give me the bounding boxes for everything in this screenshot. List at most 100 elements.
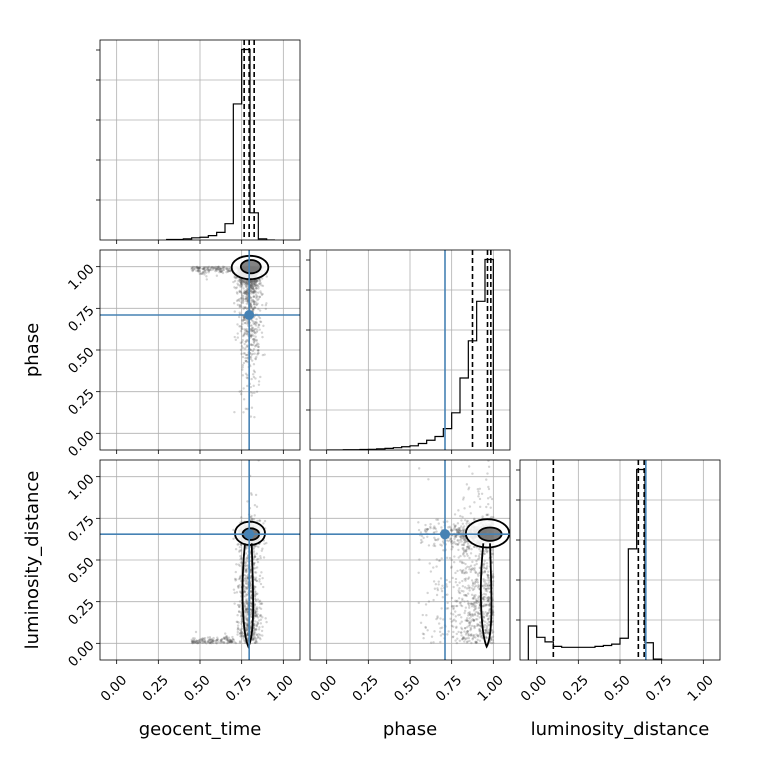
sample-point bbox=[240, 630, 243, 634]
sample-point bbox=[246, 577, 249, 581]
sample-point bbox=[254, 322, 257, 325]
sample-point bbox=[254, 614, 257, 617]
sample-point bbox=[240, 325, 244, 329]
sample-point bbox=[250, 353, 253, 356]
sample-point bbox=[252, 343, 255, 347]
sample-point bbox=[260, 602, 263, 605]
sample-point bbox=[472, 603, 475, 606]
sample-point bbox=[252, 384, 255, 388]
sample-point bbox=[462, 525, 466, 528]
sample-point bbox=[202, 267, 205, 270]
sample-point bbox=[249, 302, 253, 306]
sample-point bbox=[245, 296, 248, 299]
sample-point bbox=[256, 279, 259, 283]
sample-point bbox=[445, 556, 449, 560]
sample-point bbox=[483, 631, 487, 635]
sample-point bbox=[245, 611, 248, 615]
sample-point bbox=[216, 638, 220, 641]
sample-point bbox=[209, 268, 213, 272]
sample-point bbox=[481, 584, 484, 588]
sample-point bbox=[462, 571, 466, 575]
sample-point bbox=[254, 293, 258, 297]
sample-point bbox=[190, 266, 194, 270]
sample-point bbox=[455, 530, 459, 534]
sample-point bbox=[451, 545, 454, 548]
sample-point bbox=[235, 620, 239, 624]
sample-point bbox=[254, 627, 257, 631]
sample-point bbox=[463, 554, 466, 558]
sample-point bbox=[243, 565, 247, 568]
sample-point bbox=[261, 335, 264, 339]
sample-point bbox=[240, 390, 243, 393]
sample-point bbox=[221, 265, 225, 268]
sample-point bbox=[479, 635, 483, 639]
sample-point bbox=[250, 283, 254, 286]
sample-point bbox=[241, 374, 245, 377]
sample-point bbox=[255, 303, 258, 307]
sample-point bbox=[432, 544, 435, 547]
sample-point bbox=[254, 290, 257, 293]
sample-point bbox=[230, 639, 233, 643]
sample-point bbox=[475, 610, 478, 614]
sample-point bbox=[200, 638, 204, 642]
sample-point bbox=[257, 315, 260, 318]
sample-point bbox=[220, 641, 223, 644]
sample-point bbox=[260, 277, 264, 280]
sample-point bbox=[464, 548, 467, 552]
sample-point bbox=[252, 627, 256, 630]
sample-point bbox=[239, 281, 243, 284]
sample-point bbox=[254, 324, 258, 327]
sample-point bbox=[419, 621, 423, 625]
sample-point bbox=[259, 637, 262, 641]
sample-point bbox=[236, 628, 239, 631]
sample-point bbox=[217, 267, 220, 270]
sample-point bbox=[435, 617, 438, 621]
sample-point bbox=[456, 604, 459, 608]
sample-point bbox=[464, 593, 468, 597]
sample-point bbox=[467, 633, 471, 637]
sample-point bbox=[478, 628, 481, 631]
sample-point bbox=[254, 599, 258, 603]
sample-point bbox=[238, 603, 241, 607]
sample-point bbox=[471, 588, 475, 592]
sample-point bbox=[467, 547, 471, 551]
sample-point bbox=[254, 620, 257, 623]
sample-point bbox=[452, 585, 455, 589]
sample-point bbox=[476, 612, 480, 615]
sample-point bbox=[238, 577, 242, 580]
sample-point bbox=[223, 265, 226, 269]
sample-point bbox=[457, 548, 460, 552]
sample-point bbox=[435, 518, 438, 521]
sample-point bbox=[487, 570, 490, 573]
sample-point bbox=[424, 626, 427, 630]
sample-point bbox=[228, 641, 232, 644]
sample-point bbox=[250, 319, 253, 322]
sample-point bbox=[253, 555, 257, 558]
sample-point bbox=[437, 622, 441, 625]
sample-point bbox=[250, 601, 253, 605]
sample-point bbox=[481, 596, 484, 600]
sample-point bbox=[246, 322, 249, 326]
sample-point bbox=[474, 598, 478, 601]
sample-point bbox=[460, 536, 463, 539]
sample-point bbox=[219, 270, 222, 273]
sample-point bbox=[198, 272, 202, 276]
sample-point bbox=[488, 604, 491, 607]
sample-point bbox=[244, 626, 248, 629]
x-axis-label-phase: phase bbox=[383, 719, 437, 740]
sample-point bbox=[253, 632, 256, 635]
sample-point bbox=[423, 529, 427, 533]
sample-point bbox=[453, 540, 456, 544]
sample-point bbox=[460, 540, 463, 543]
sample-point bbox=[252, 557, 256, 560]
sample-point bbox=[485, 626, 489, 630]
sample-point bbox=[197, 269, 200, 273]
sample-point bbox=[245, 290, 248, 294]
sample-point bbox=[473, 612, 477, 616]
sample-point bbox=[452, 619, 455, 622]
sample-point bbox=[482, 595, 485, 599]
sample-point bbox=[238, 632, 242, 635]
sample-point bbox=[468, 589, 471, 592]
sample-point bbox=[243, 601, 246, 605]
sample-point bbox=[243, 282, 246, 285]
